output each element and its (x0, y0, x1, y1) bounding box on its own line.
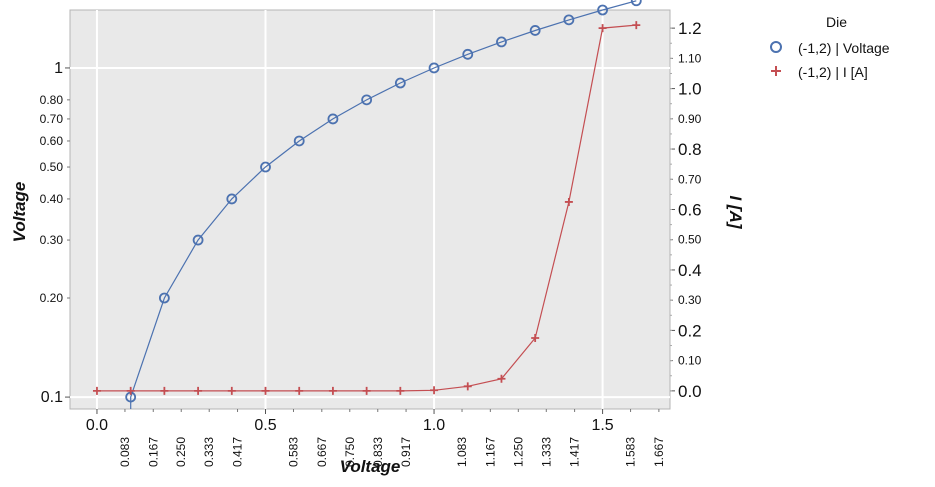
y-left-minor-tick-label: 0.30 (40, 233, 64, 247)
data-point (630, 0, 642, 7)
grid (70, 10, 670, 409)
plus-marker-icon (768, 63, 798, 82)
data-point (396, 386, 405, 395)
series-layer (92, 0, 642, 409)
y-right-tick-label: 1.2 (678, 19, 702, 38)
data-point (531, 333, 540, 342)
data-point (293, 135, 305, 147)
data-point (160, 386, 169, 395)
x-tick-label: 0.0 (86, 417, 108, 434)
y-left-minor-tick-label: 0.60 (40, 134, 64, 148)
data-point (529, 25, 541, 36)
data-point (92, 386, 101, 395)
x-minor-tick-label: 0.750 (343, 437, 357, 467)
x-minor-tick-label: 0.583 (286, 437, 300, 467)
data-point (361, 94, 373, 106)
y-right-tick-label: 0.2 (678, 321, 702, 340)
y-right-minor-tick-label: 0.90 (678, 112, 702, 126)
y-right-tick-label: 0.0 (678, 382, 702, 401)
left-axis: 0.1 1 0.20 0.30 0.40 0.50 0.60 0.70 0.80 (40, 60, 70, 406)
y-left-minor-tick-label: 0.70 (40, 112, 64, 126)
x-axis-label: Voltage (340, 457, 401, 476)
legend-label: (-1,2) | I [A] (798, 64, 868, 80)
data-point (295, 386, 304, 395)
legend-title: Die (826, 14, 848, 30)
x-tick-label: 1.0 (423, 417, 445, 434)
x-minor-tick-label: 0.167 (146, 437, 160, 467)
data-point (328, 386, 337, 395)
data-point (394, 77, 406, 89)
series-voltage (125, 0, 642, 409)
x-minor-tick-label: 0.333 (202, 437, 216, 467)
x-minor-tick-label: 1.667 (652, 437, 666, 467)
data-point (564, 197, 573, 206)
right-axis: 0.0 0.2 0.4 0.6 0.8 1.0 1.2 0.10 0.30 0.50 0.70 0.9… (670, 19, 702, 401)
data-point (226, 193, 238, 205)
legend-item-current[interactable]: (-1,2) | I [A] (768, 60, 890, 84)
data-point (430, 386, 439, 395)
y-left-minor-tick-label: 0.80 (40, 93, 64, 107)
y-right-minor-tick-label: 0.30 (678, 293, 702, 307)
y-right-tick-label: 0.6 (678, 201, 702, 220)
y-left-minor-tick-label: 0.40 (40, 192, 64, 206)
x-minor-tick-label: 1.250 (511, 437, 525, 467)
circle-marker-icon (768, 39, 798, 58)
y-axis-right-label: I [A] (726, 195, 745, 229)
legend: Die (-1,2) | Voltage (-1,2) | I [A] (768, 14, 890, 84)
y-axis-left-label: Voltage (10, 182, 29, 243)
data-point (126, 386, 135, 395)
legend-label: (-1,2) | Voltage (798, 40, 890, 56)
x-minor-tick-label: 0.667 (315, 437, 329, 467)
y-right-minor-tick-label: 0.50 (678, 233, 702, 247)
data-point (563, 14, 575, 26)
x-minor-tick-label: 1.333 (539, 437, 553, 467)
plot-background (69, 9, 671, 410)
y-right-minor-tick-label: 1.10 (678, 51, 702, 65)
data-point (158, 292, 170, 304)
data-point (362, 386, 371, 395)
data-point (260, 161, 271, 173)
series-line (130, 0, 637, 409)
data-point (597, 4, 608, 16)
x-minor-tick-label: 1.167 (483, 437, 497, 467)
data-point (227, 386, 236, 395)
y-left-minor-tick-label: 0.20 (40, 291, 64, 305)
data-point (598, 24, 607, 33)
series-current (92, 21, 641, 395)
y-left-tick-label: 1 (54, 60, 63, 77)
y-right-tick-label: 1.0 (678, 80, 702, 99)
data-point (496, 36, 507, 48)
y-right-minor-tick-label: 0.70 (678, 172, 702, 186)
legend-item-voltage[interactable]: (-1,2) | Voltage (768, 36, 890, 60)
data-point (192, 234, 204, 246)
data-point (463, 382, 472, 391)
x-tick-label: 0.5 (254, 417, 276, 434)
x-minor-tick-label: 0.083 (118, 437, 132, 467)
data-point (428, 62, 440, 74)
y-right-tick-label: 0.4 (678, 261, 702, 280)
x-minor-tick-label: 0.917 (399, 437, 413, 467)
data-point (462, 48, 474, 60)
y-left-tick-label: 0.1 (41, 389, 63, 406)
x-minor-tick-label: 0.417 (231, 437, 245, 467)
x-tick-label: 1.5 (591, 417, 613, 434)
x-minor-tick-label: 0.250 (174, 437, 188, 467)
y-right-tick-label: 0.8 (678, 140, 702, 159)
data-point (194, 386, 203, 395)
x-minor-tick-label: 1.583 (624, 437, 638, 467)
data-point (261, 386, 270, 395)
x-minor-tick-label: 0.833 (371, 437, 385, 467)
x-minor-tick-label: 1.417 (568, 437, 582, 467)
data-point (327, 113, 339, 125)
data-point (632, 21, 641, 30)
x-minor-tick-label: 1.083 (455, 437, 469, 467)
y-right-minor-tick-label: 0.10 (678, 354, 702, 368)
data-point (497, 374, 506, 383)
x-axis: 0.0 0.5 1.0 1.5 0.083 0.167 0.250 0.333 0.417 0.5… (86, 409, 666, 467)
y-left-minor-tick-label: 0.50 (40, 160, 64, 174)
